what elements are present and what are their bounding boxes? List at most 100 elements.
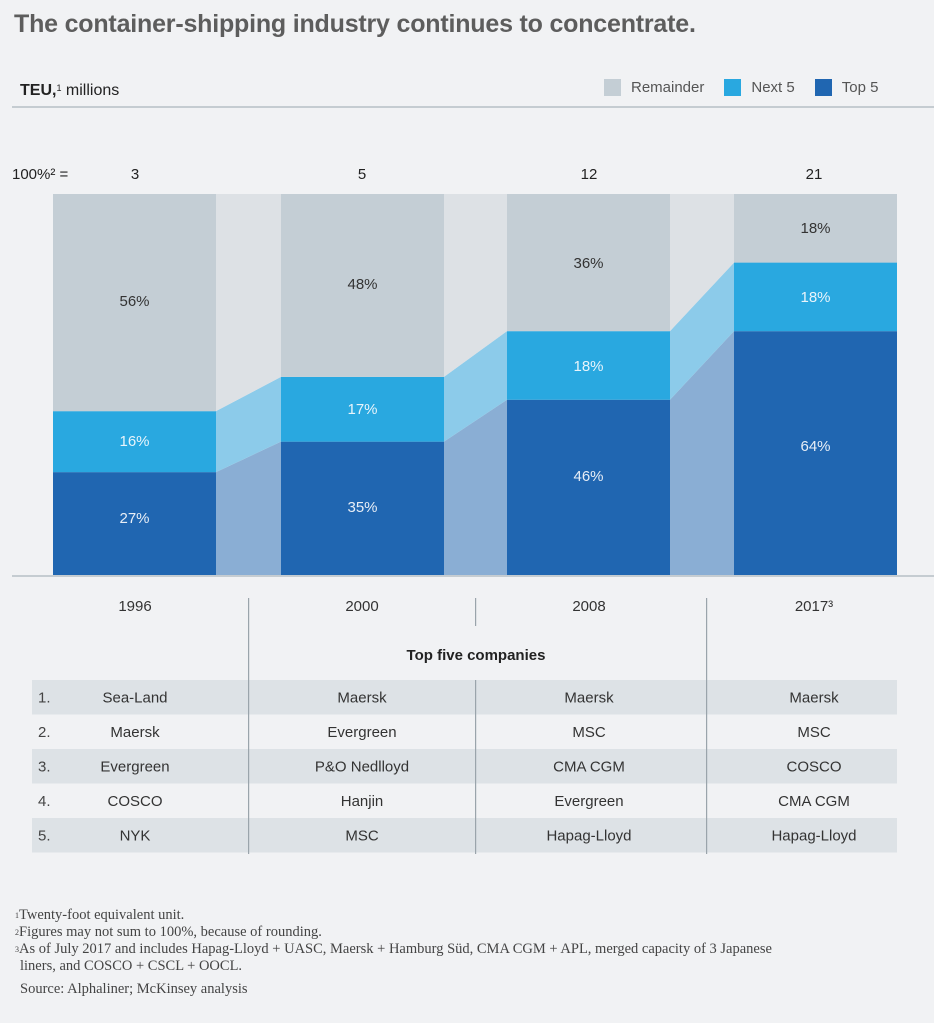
footnote-2: 2Figures may not sum to 100%, because of… (15, 924, 915, 941)
table-cell-2000-rank-3: P&O Nedlloyd (315, 758, 409, 775)
connector-next-5-3 (670, 262, 734, 400)
table-cell-2017-rank-5: Hapag-Lloyd (771, 827, 856, 844)
data-label-remainder-2017: 18% (800, 220, 830, 237)
bar-remainder-1996 (53, 194, 216, 412)
footnote-3: 3As of July 2017 and includes Hapag-Lloy… (15, 941, 915, 958)
x-tick-label-2000: 2000 (345, 598, 378, 615)
table-cell-2000-rank-1: Maersk (337, 689, 387, 706)
unit-label: TEU,1 millions (20, 82, 119, 100)
legend-swatch-remainder (604, 79, 621, 96)
unit-label-bold: TEU, (20, 82, 57, 99)
data-label-next-5-2017: 18% (800, 289, 830, 306)
legend: Remainder Next 5 Top 5 (604, 79, 878, 96)
table-cell-1996-rank-1: Sea-Land (102, 689, 167, 706)
table-rank-1: 1. (38, 689, 51, 706)
bar-next-5-1996 (53, 411, 216, 473)
table-cell-1996-rank-5: NYK (120, 827, 151, 844)
legend-label-next5: Next 5 (751, 79, 795, 96)
bar-top-5-1996 (53, 472, 216, 575)
x-tick-label-2017: 2017³ (795, 598, 833, 615)
table-row-band-3 (32, 749, 897, 784)
unit-label-rest: millions (65, 82, 120, 99)
stacked-bar-chart: 27% 16% 56% 35% 17% 48% 46% 18% 36% 64% 18% 18% 100%… (12, 166, 934, 854)
footnotes: 1Twenty-foot equivalent unit. 2Figures m… (15, 907, 915, 998)
connector-top-5-1 (216, 441, 281, 575)
table-cell-2017-rank-3: COSCO (786, 758, 841, 775)
table-cell-2008-rank-3: CMA CGM (553, 758, 625, 775)
bar-remainder-2000 (281, 194, 444, 377)
connector-next-5-2 (444, 331, 507, 442)
table-cell-2008-rank-2: MSC (572, 724, 606, 741)
legend-swatch-next5 (724, 79, 742, 96)
legend-label-top5: Top 5 (841, 79, 879, 96)
table-rank-4: 4. (38, 793, 51, 810)
chart-title: The container-shipping industry continue… (14, 10, 696, 38)
table-cell-2017-rank-4: CMA CGM (778, 793, 850, 810)
legend-item-next5: Next 5 (724, 79, 795, 96)
footnote-2-mark: 2 (15, 928, 19, 937)
x-tick-label-1996: 1996 (118, 598, 151, 615)
bar-remainder-2008 (507, 194, 670, 332)
bar-next-5-2000 (281, 376, 444, 442)
table-cell-1996-rank-3: Evergreen (100, 758, 169, 775)
table-row-band-1 (32, 680, 897, 715)
unit-footnote-mark: 1 (56, 83, 62, 93)
total-row-label: 100%² = (12, 166, 69, 183)
bar-next-5-2017 (734, 262, 897, 332)
table-cell-2008-rank-1: Maersk (564, 689, 614, 706)
legend-label-remainder: Remainder (631, 79, 705, 96)
table-divider-2-top (475, 598, 477, 626)
table-cell-1996-rank-4: COSCO (107, 793, 162, 810)
connector-remainder-2 (444, 194, 507, 377)
data-label-top-5-2008: 46% (573, 468, 603, 485)
total-2000: 5 (358, 166, 366, 183)
data-label-next-5-2000: 17% (347, 401, 377, 418)
legend-item-remainder: Remainder (604, 79, 704, 96)
table-cell-2008-rank-4: Evergreen (554, 793, 623, 810)
data-label-top-5-2000: 35% (347, 499, 377, 516)
footnote-3-mark: 3 (15, 945, 19, 954)
table-cell-2000-rank-4: Hanjin (341, 793, 384, 810)
table-divider-2 (475, 680, 477, 854)
table-heading: Top five companies (407, 647, 546, 664)
x-axis-baseline (12, 575, 934, 577)
table-cell-2000-rank-2: Evergreen (327, 724, 396, 741)
bar-remainder-2017 (734, 194, 897, 263)
table-rank-3: 3. (38, 758, 51, 775)
connector-remainder-3 (670, 194, 734, 332)
bar-top-5-2017 (734, 331, 897, 575)
footnote-1-mark: 1 (15, 911, 19, 920)
table-cell-2017-rank-1: Maersk (789, 689, 839, 706)
table-rank-5: 5. (38, 827, 51, 844)
table-rank-2: 2. (38, 724, 51, 741)
table-cell-1996-rank-2: Maersk (110, 724, 160, 741)
legend-swatch-top5 (814, 79, 832, 96)
total-2008: 12 (581, 166, 598, 183)
connector-top-5-3 (670, 331, 734, 575)
data-label-top-5-2017: 64% (800, 438, 830, 455)
total-1996: 3 (131, 166, 139, 183)
footnote-2-text: Figures may not sum to 100%, because of … (19, 924, 322, 940)
table-row-band-5 (32, 818, 897, 853)
data-label-top-5-1996: 27% (119, 510, 149, 527)
data-label-remainder-2000: 48% (347, 276, 377, 293)
data-label-next-5-2008: 18% (573, 358, 603, 375)
header-divider (12, 106, 934, 108)
footnote-3-continued: liners, and COSCO + CSCL + OOCL. (20, 958, 243, 974)
footnote-3-text: As of July 2017 and includes Hapag-Lloyd… (19, 941, 772, 957)
data-label-next-5-1996: 16% (119, 433, 149, 450)
bar-top-5-2000 (281, 441, 444, 575)
table-cell-2000-rank-5: MSC (345, 827, 379, 844)
table-cell-2008-rank-5: Hapag-Lloyd (546, 827, 631, 844)
legend-item-top5: Top 5 (814, 79, 879, 96)
source-note: Source: Alphaliner; McKinsey analysis (20, 981, 248, 997)
bar-next-5-2008 (507, 331, 670, 400)
connector-top-5-2 (444, 399, 507, 575)
table-divider-1 (248, 598, 250, 854)
footnote-1: 1Twenty-foot equivalent unit. (15, 907, 915, 924)
x-tick-label-2008: 2008 (572, 598, 605, 615)
table-divider-3 (706, 598, 708, 854)
total-2017: 21 (806, 166, 823, 183)
data-label-remainder-2008: 36% (573, 255, 603, 272)
connector-next-5-1 (216, 376, 281, 473)
